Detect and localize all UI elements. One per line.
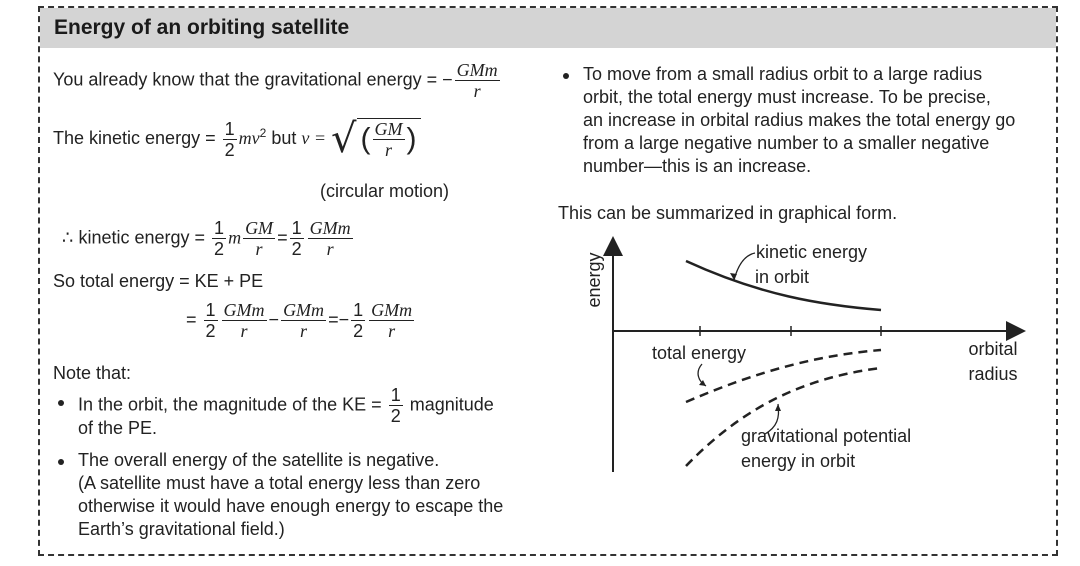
total-leader-arrowhead (699, 380, 706, 386)
total-energy-label: total energy (652, 343, 746, 363)
ke-label-2: in orbit (755, 267, 809, 287)
sqrt-symbol: √ (331, 116, 357, 162)
x-axis-label-1: orbital (968, 339, 1017, 359)
ke-leader-arrowhead (730, 273, 737, 280)
circular-motion-note: (circular motion) (320, 181, 450, 201)
gpe-label-1: gravitational potential (741, 426, 911, 446)
graph-summary-text: This can be summarized in graphical form… (558, 203, 898, 223)
bullet-dot (58, 400, 64, 406)
note-heading: Note that: (53, 363, 132, 383)
ke-leader (733, 252, 756, 281)
bullet-ke-pe-line2: of the PE. (78, 418, 158, 438)
gravitational-energy-line: You already know that the gravitational … (53, 60, 500, 101)
kinetic-energy-derivation: ∴ kinetic energy = 1 2 m GM r = 1 2 GMm r (62, 218, 353, 259)
bullet-negative-energy: The overall energy of the satellite is n… (78, 450, 504, 539)
kinetic-energy-curve (685, 259, 882, 312)
gpe-label-2: energy in orbit (741, 451, 855, 471)
ke-label-1: kinetic energy (756, 242, 867, 262)
total-energy-curve (685, 348, 882, 404)
bullet-dot (563, 73, 569, 79)
gpe-curve (685, 366, 882, 467)
bullet-orbit-radius: To move from a small radius orbit to a l… (583, 64, 1016, 176)
info-box: Energy of an orbiting satellite (38, 6, 1058, 556)
total-energy-line: So total energy = KE + PE (53, 271, 264, 291)
bullet-dot (58, 459, 64, 465)
x-axis-label-2: radius (968, 364, 1017, 384)
total-energy-result: = 1 2 GMm r − GMm r =− 1 2 GMm r (186, 300, 415, 341)
gpe-leader-arrowhead (775, 404, 781, 411)
bullet-ke-pe-line1: In the orbit, the magnitude of the KE = … (78, 385, 494, 426)
page-title: Energy of an orbiting satellite (54, 16, 350, 39)
header-bar: Energy of an orbiting satellite (40, 8, 1056, 48)
kinetic-energy-line: The kinetic energy = 1 2 mv2 but v = √(GM r… (53, 118, 421, 160)
y-axis-label: energy (584, 252, 604, 307)
